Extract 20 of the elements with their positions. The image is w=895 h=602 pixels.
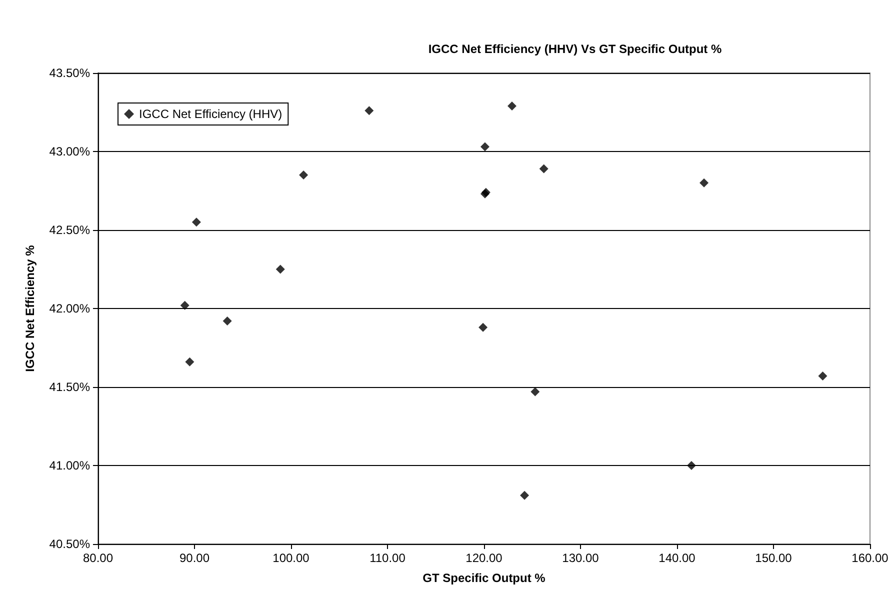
x-tick-label: 140.00 [658, 551, 696, 565]
x-tick-label: 100.00 [272, 551, 310, 565]
x-tick-label: 90.00 [179, 551, 210, 565]
y-tick-label: 42.50% [49, 223, 90, 237]
x-tick-label: 120.00 [466, 551, 503, 565]
y-tick-label: 40.50% [49, 537, 90, 551]
y-tick-label: 42.00% [49, 302, 90, 316]
x-tick-label: 160.00 [852, 551, 889, 565]
chart-title: IGCC Net Efficiency (HHV) Vs GT Specific Output % [428, 42, 722, 56]
y-tick-label: 41.00% [49, 458, 90, 472]
x-axis-title: GT Specific Output % [422, 571, 546, 585]
y-tick-label: 41.50% [49, 380, 90, 394]
y-tick-label: 43.50% [49, 66, 90, 80]
x-tick-label: 150.00 [755, 551, 792, 565]
x-tick-label: 130.00 [562, 551, 600, 565]
x-tick-label: 110.00 [370, 551, 406, 565]
y-tick-label: 43.00% [49, 144, 90, 158]
x-tick-label: 80.00 [82, 551, 114, 565]
y-axis-title: IGCC Net Efficiency % [23, 244, 37, 372]
legend-label: IGCC Net Efficiency (HHV) [139, 107, 282, 121]
